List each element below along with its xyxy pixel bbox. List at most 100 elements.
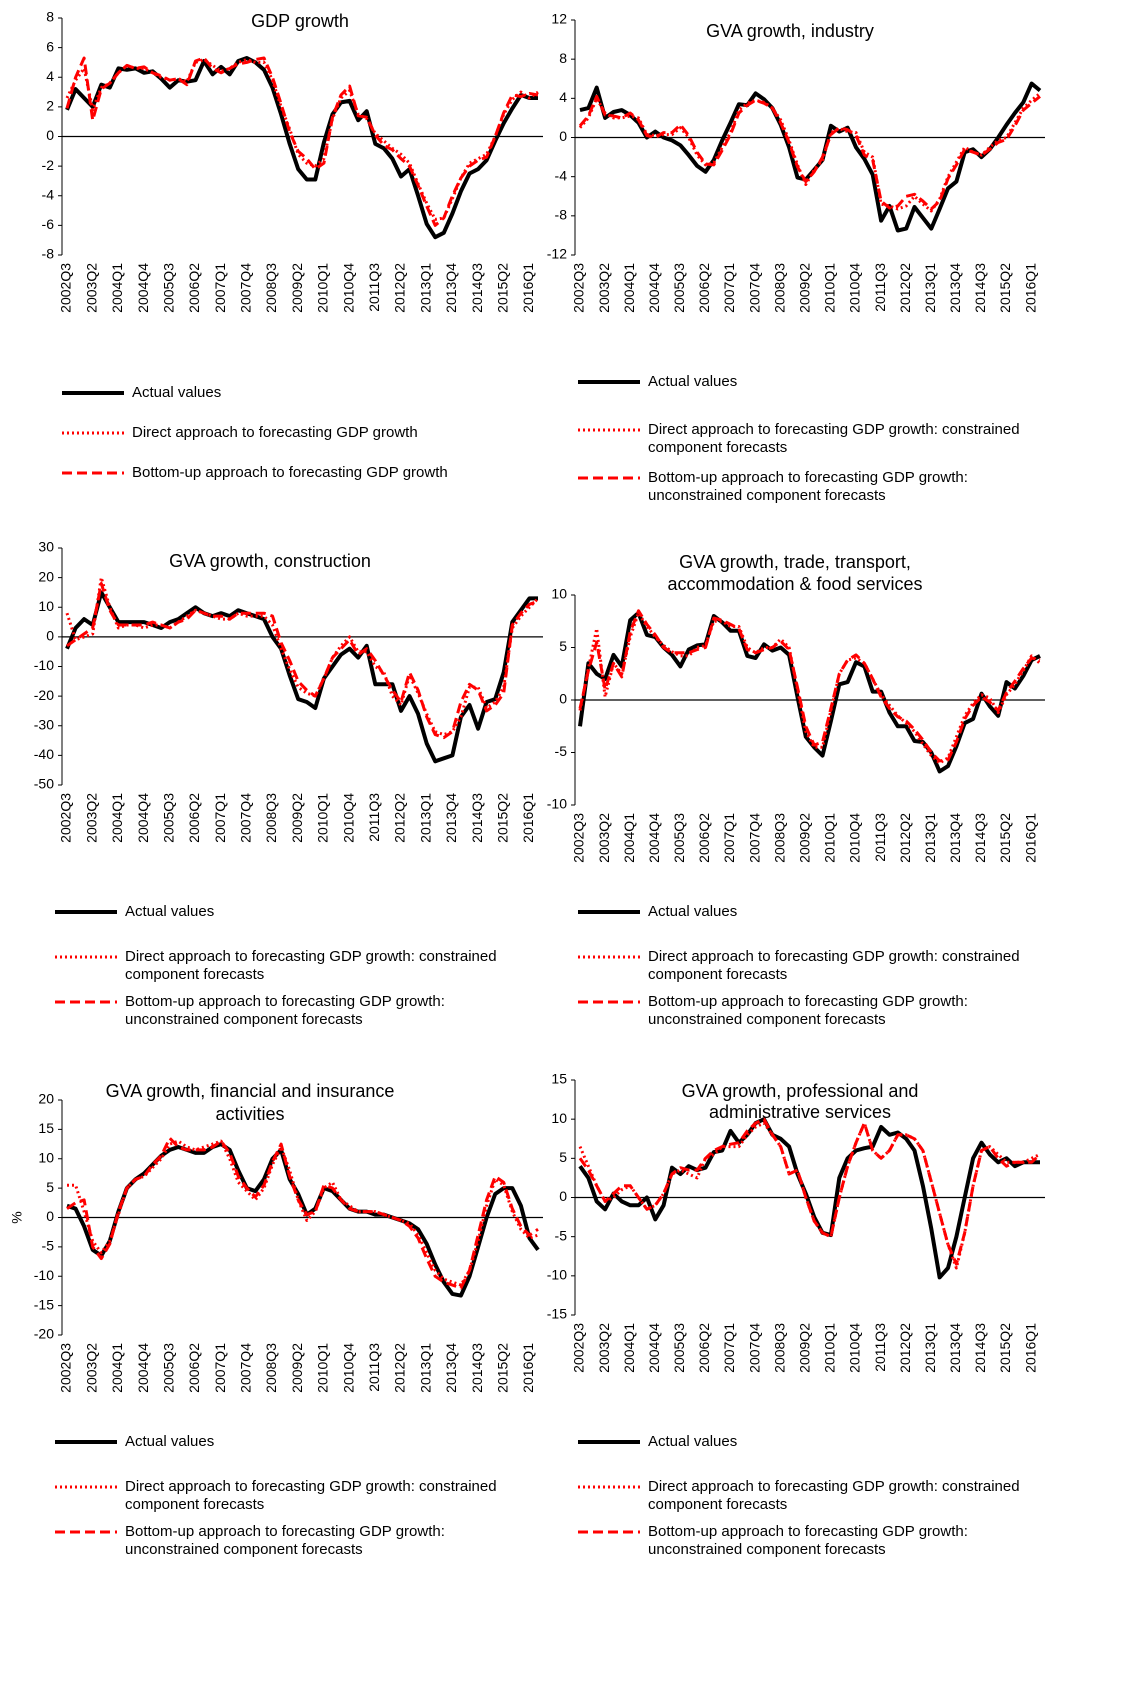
x-tick-label: 2015Q2 bbox=[997, 1323, 1013, 1373]
x-tick-label: 2003Q2 bbox=[83, 263, 99, 313]
chart-title: GVA growth, financial and insurance bbox=[106, 1081, 395, 1101]
y-tick-label: 4 bbox=[46, 68, 54, 84]
x-tick-label: 2002Q3 bbox=[571, 813, 587, 863]
x-tick-label: 2010Q1 bbox=[315, 263, 331, 313]
x-tick-label: 2013Q4 bbox=[443, 793, 459, 843]
x-tick-label: 2005Q3 bbox=[160, 1343, 176, 1393]
y-tick-label: 15 bbox=[551, 1071, 567, 1087]
y-tick-label: -10 bbox=[547, 796, 567, 812]
chart-title: administrative services bbox=[709, 1102, 891, 1122]
y-tick-label: -10 bbox=[34, 657, 54, 673]
y-tick-label: -12 bbox=[547, 246, 567, 262]
legend-label: Direct approach to forecasting GDP growt… bbox=[648, 421, 1020, 456]
y-tick-label: 10 bbox=[38, 598, 54, 614]
y-tick-label: -4 bbox=[555, 167, 568, 183]
x-tick-label: 2004Q1 bbox=[109, 263, 125, 313]
chart-title: accommodation & food services bbox=[667, 574, 922, 594]
legend-label: Actual values bbox=[648, 1433, 738, 1450]
x-tick-label: 2013Q1 bbox=[922, 813, 938, 863]
y-tick-label: -4 bbox=[42, 186, 55, 202]
y-tick-label: 0 bbox=[46, 1208, 54, 1224]
y-tick-label: -5 bbox=[42, 1238, 55, 1254]
legend-label: Direct approach to forecasting GDP growt… bbox=[648, 1478, 1020, 1513]
x-tick-label: 2003Q2 bbox=[596, 1323, 612, 1373]
x-tick-label: 2002Q3 bbox=[571, 1323, 587, 1373]
y-tick-label: 10 bbox=[38, 1149, 54, 1165]
x-tick-label: 2004Q1 bbox=[621, 1323, 637, 1373]
x-tick-label: 2010Q1 bbox=[315, 1343, 331, 1393]
x-tick-label: 2007Q1 bbox=[721, 1323, 737, 1373]
x-tick-label: 2014Q3 bbox=[972, 263, 988, 313]
x-tick-label: 2006Q2 bbox=[696, 813, 712, 863]
x-tick-label: 2007Q1 bbox=[721, 813, 737, 863]
x-tick-label: 2007Q1 bbox=[212, 1343, 228, 1393]
x-tick-label: 2004Q1 bbox=[109, 793, 125, 843]
y-axis-label: % bbox=[9, 1211, 25, 1223]
x-tick-label: 2008Q3 bbox=[263, 1343, 279, 1393]
legend-label: Actual values bbox=[648, 373, 738, 390]
x-tick-label: 2012Q2 bbox=[897, 813, 913, 863]
chart-title: GDP growth bbox=[251, 11, 349, 31]
x-tick-label: 2006Q2 bbox=[186, 793, 202, 843]
x-tick-label: 2007Q4 bbox=[238, 263, 254, 313]
x-tick-label: 2010Q4 bbox=[847, 263, 863, 313]
y-tick-label: -15 bbox=[34, 1296, 54, 1312]
y-tick-label: -10 bbox=[34, 1267, 54, 1283]
x-tick-label: 2008Q3 bbox=[771, 813, 787, 863]
series-line bbox=[67, 1139, 539, 1287]
y-tick-label: 10 bbox=[551, 1110, 567, 1126]
x-tick-label: 2004Q4 bbox=[135, 793, 151, 843]
x-tick-label: 2015Q2 bbox=[494, 263, 510, 313]
legend-label: Bottom-up approach to forecasting GDP gr… bbox=[125, 1523, 445, 1558]
x-tick-label: 2010Q4 bbox=[340, 263, 356, 313]
x-tick-label: 2010Q4 bbox=[847, 813, 863, 863]
y-tick-label: -10 bbox=[547, 1267, 567, 1283]
y-tick-label: 0 bbox=[559, 691, 567, 707]
chart-title: GVA growth, trade, transport, bbox=[679, 552, 911, 572]
x-tick-label: 2004Q4 bbox=[646, 1323, 662, 1373]
x-tick-label: 2011Q3 bbox=[366, 263, 382, 312]
x-tick-label: 2016Q1 bbox=[1022, 263, 1038, 313]
x-tick-label: 2013Q1 bbox=[922, 1323, 938, 1373]
x-tick-label: 2002Q3 bbox=[571, 263, 587, 313]
x-tick-label: 2013Q4 bbox=[443, 1343, 459, 1393]
x-tick-label: 2013Q4 bbox=[947, 263, 963, 313]
x-tick-label: 2013Q4 bbox=[947, 1323, 963, 1373]
x-tick-label: 2007Q4 bbox=[238, 1343, 254, 1393]
x-tick-label: 2011Q3 bbox=[872, 263, 888, 312]
y-tick-label: -50 bbox=[34, 776, 54, 792]
legend-label: Direct approach to forecasting GDP growt… bbox=[125, 1478, 497, 1513]
y-tick-label: 10 bbox=[551, 586, 567, 602]
x-tick-label: 2013Q4 bbox=[947, 813, 963, 863]
x-tick-label: 2011Q3 bbox=[872, 813, 888, 862]
x-tick-label: 2005Q3 bbox=[160, 793, 176, 843]
y-tick-label: -20 bbox=[34, 687, 54, 703]
x-tick-label: 2007Q1 bbox=[212, 793, 228, 843]
x-tick-label: 2011Q3 bbox=[366, 1343, 382, 1392]
x-tick-label: 2004Q1 bbox=[621, 263, 637, 313]
x-tick-label: 2003Q2 bbox=[596, 263, 612, 313]
x-tick-label: 2002Q3 bbox=[58, 263, 74, 313]
x-tick-label: 2005Q3 bbox=[160, 263, 176, 313]
legend-label: Bottom-up approach to forecasting GDP gr… bbox=[125, 993, 445, 1028]
y-tick-label: 20 bbox=[38, 1091, 54, 1107]
x-tick-label: 2013Q1 bbox=[417, 793, 433, 843]
x-tick-label: 2013Q4 bbox=[443, 263, 459, 313]
x-tick-label: 2009Q2 bbox=[797, 1323, 813, 1373]
x-tick-label: 2003Q2 bbox=[596, 813, 612, 863]
legend-label: Direct approach to forecasting GDP growt… bbox=[648, 948, 1020, 983]
y-tick-label: -20 bbox=[34, 1326, 54, 1342]
x-tick-label: 2016Q1 bbox=[1022, 1323, 1038, 1373]
x-tick-label: 2010Q4 bbox=[847, 1323, 863, 1373]
legend-label: Direct approach to forecasting GDP growt… bbox=[125, 948, 497, 983]
y-tick-label: -5 bbox=[555, 1227, 568, 1243]
x-tick-label: 2010Q4 bbox=[340, 1343, 356, 1393]
x-tick-label: 2011Q3 bbox=[366, 793, 382, 842]
chart-title: GVA growth, construction bbox=[169, 551, 371, 571]
x-tick-label: 2007Q1 bbox=[212, 263, 228, 313]
x-tick-label: 2012Q2 bbox=[392, 263, 408, 313]
x-tick-label: 2008Q3 bbox=[771, 263, 787, 313]
y-tick-label: 20 bbox=[38, 568, 54, 584]
x-tick-label: 2007Q4 bbox=[746, 263, 762, 313]
